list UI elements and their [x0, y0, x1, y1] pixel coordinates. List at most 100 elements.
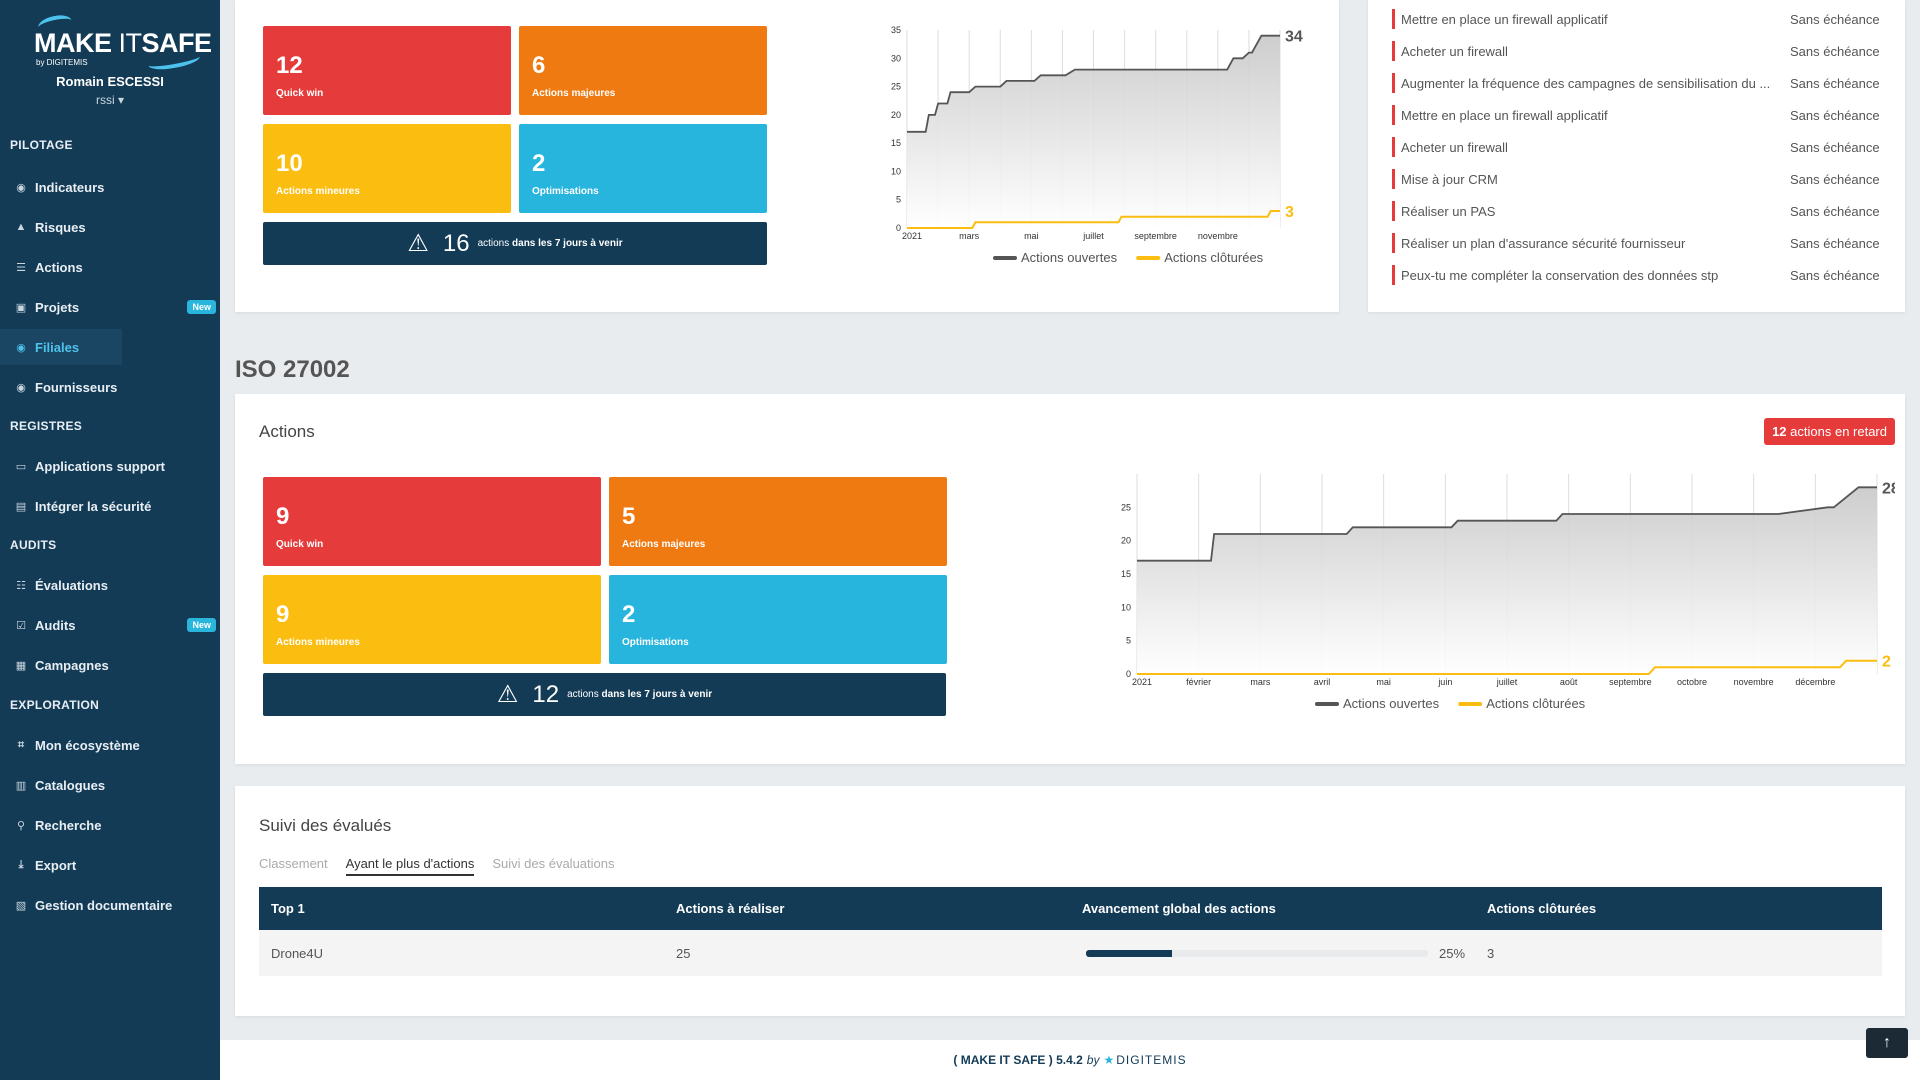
sidebar-item-integrer-la-securite[interactable]: ▤ Intégrer la sécurité [0, 488, 220, 524]
column-header-closed[interactable]: Actions clôturées [1487, 901, 1597, 916]
late-actions-badge[interactable]: 12 actions en retard [1764, 418, 1895, 445]
x-tick-label: 2021 [1132, 677, 1152, 687]
action-due: Sans échéance [1790, 171, 1880, 187]
action-text: Peux-tu me compléter la conservation des… [1401, 267, 1719, 283]
action-text: Mettre en place un firewall applicatif [1401, 107, 1608, 123]
tab-ayant-le-plus-d-actions[interactable]: Ayant le plus d'actions [345, 856, 475, 876]
sidebar-item-label: Export [35, 857, 77, 873]
star-icon: ★ [1103, 1053, 1115, 1067]
footer-by: by [1086, 1053, 1100, 1067]
tile-value: 12 [276, 52, 303, 79]
tile-value: 10 [276, 150, 303, 177]
sidebar-item-label: Mon écosystème [35, 737, 140, 753]
sidebar-item-actions[interactable]: ☰ Actions [0, 249, 220, 285]
list-item[interactable]: Mise à jour CRM Sans échéance [1392, 167, 1882, 191]
y-tick-label: 35 [891, 25, 901, 35]
tile-optimisations[interactable]: 2 Optimisations [609, 575, 947, 664]
tile-actions-mineures[interactable]: 10 Actions mineures [263, 124, 511, 213]
tile-label: Quick win [276, 539, 324, 550]
tab-classement[interactable]: Classement [259, 856, 328, 871]
sidebar-item-gestion-documentaire[interactable]: ▧ Gestion documentaire [0, 887, 220, 923]
sidebar-item-evaluations[interactable]: ☷ Évaluations [0, 567, 220, 603]
tile-actions-majeures[interactable]: 5 Actions majeures [609, 477, 947, 566]
y-tick-label: 20 [1121, 536, 1131, 546]
series-end-label: 2 [1882, 654, 1891, 671]
sidebar-item-indicateurs[interactable]: ◉ Indicateurs [0, 169, 220, 205]
sidebar-item-catalogues[interactable]: ▥ Catalogues [0, 767, 220, 803]
list-check-icon: ☷ [16, 579, 26, 592]
x-tick-label: 2021 [902, 231, 922, 241]
user-name: Romain ESCESSI [56, 74, 164, 89]
legend-label-actions-cloturees[interactable]: Actions clôturées [1164, 250, 1263, 265]
legend-label-actions-ouvertes[interactable]: Actions ouvertes [1021, 250, 1118, 265]
table-row[interactable]: Drone4U 25 25% 3 [259, 930, 1882, 976]
tile-label: Actions mineures [276, 186, 360, 197]
list-item[interactable]: Augmenter la fréquence des campagnes de … [1392, 71, 1882, 95]
sidebar-item-recherche[interactable]: ⚲ Recherche [0, 807, 220, 843]
y-tick-label: 0 [1126, 669, 1131, 679]
column-header-top[interactable]: Top 1 [271, 901, 305, 916]
action-text: Réaliser un PAS [1401, 203, 1496, 219]
progress-fill [1086, 950, 1172, 957]
warning-icon: ⚠ [407, 230, 429, 257]
sidebar-item-export[interactable]: ⤓ Export [0, 847, 220, 883]
legend-label-actions-ouvertes[interactable]: Actions ouvertes [1343, 696, 1440, 711]
tab-suivi-des-evaluations[interactable]: Suivi des évaluations [492, 856, 615, 871]
series-line-actions-cloturees [1137, 659, 1877, 675]
x-tick-label: mars [1250, 677, 1270, 687]
tile-quick-win[interactable]: 9 Quick win [263, 477, 601, 566]
tile-label: Optimisations [532, 186, 599, 197]
tile-optimisations[interactable]: 2 Optimisations [519, 124, 767, 213]
y-tick-label: 10 [1121, 602, 1131, 612]
tile-value: 9 [276, 601, 290, 628]
scroll-top-button[interactable]: ↑ [1866, 1028, 1908, 1058]
sidebar-item-mon-ecosysteme[interactable]: ⌗ Mon écosystème [0, 727, 220, 763]
column-header-progress[interactable]: Avancement global des actions [1082, 901, 1276, 916]
legend-label-actions-cloturees[interactable]: Actions clôturées [1486, 696, 1585, 711]
list-item[interactable]: Mettre en place un firewall applicatif Sa… [1392, 7, 1882, 31]
list-item[interactable]: Acheter un firewall Sans échéance [1392, 39, 1882, 63]
tile-quick-win[interactable]: 12 Quick win [263, 26, 511, 115]
nav-section-pilotage: PILOTAGE [10, 138, 73, 152]
list-item[interactable]: Mettre en place un firewall applicatif Sa… [1392, 103, 1882, 127]
sidebar-item-applications-support[interactable]: ▭ Applications support [0, 448, 220, 484]
series-line-actions-ouvertes [907, 34, 1280, 133]
sidebar-item-label: Campagnes [35, 657, 109, 673]
shield-icon: ▤ [15, 500, 27, 513]
column-header-todo[interactable]: Actions à réaliser [676, 901, 785, 916]
iso-upcoming-actions-alert[interactable]: ⚠ 12 actions dans les 7 jours à venir [263, 673, 946, 716]
sidebar-item-fournisseurs[interactable]: ◉ Fournisseurs [0, 369, 220, 405]
legend-swatch [1458, 702, 1483, 706]
sidebar-item-label: Intégrer la sécurité [35, 498, 152, 514]
caret-down-icon: ▾ [117, 93, 125, 107]
x-tick-label: mars [959, 231, 979, 241]
list-item[interactable]: Réaliser un PAS Sans échéance [1392, 199, 1882, 223]
sidebar-item-label: Audits [35, 617, 76, 633]
list-item[interactable]: Peux-tu me compléter la conservation des… [1392, 263, 1882, 287]
tile-actions-mineures[interactable]: 9 Actions mineures [263, 575, 601, 664]
sidebar-item-campagnes[interactable]: ▦ Campagnes [0, 647, 220, 683]
make-it-safe-logo[interactable]: MAKE ITSAFE by DIGITEMIS [28, 12, 212, 73]
sidebar-item-risques[interactable]: ▲ Risques [0, 209, 220, 245]
row-todo: 25 [676, 945, 691, 961]
footer-brand: ( MAKE IT SAFE ) [953, 1053, 1053, 1067]
list-item[interactable]: Réaliser un plan d'assurance sécurité fo… [1392, 231, 1882, 255]
monitor-icon: ▭ [15, 460, 27, 473]
user-role-dropdown[interactable]: rssi ▾ [95, 93, 125, 107]
arrow-up-icon: ↑ [1883, 1034, 1891, 1051]
action-text: Acheter un firewall [1401, 43, 1508, 59]
nav-section-exploration: EXPLORATION [10, 698, 100, 712]
document-icon: ▧ [15, 899, 27, 912]
action-due: Sans échéance [1790, 203, 1880, 219]
upcoming-actions-alert[interactable]: ⚠ 16 actions dans les 7 jours à venir [263, 222, 767, 265]
list-item[interactable]: Acheter un firewall Sans échéance [1392, 135, 1882, 159]
action-text: Mise à jour CRM [1401, 171, 1498, 187]
upcoming-text: actions dans les 7 jours à venir [477, 238, 623, 249]
sidebar-item-filiales[interactable]: ◉ Filiales [0, 329, 122, 365]
tile-label: Actions majeures [532, 88, 616, 99]
tile-actions-majeures[interactable]: 6 Actions majeures [519, 26, 767, 115]
sidebar-item-audits[interactable]: ☑ Audits New [0, 607, 220, 643]
action-due: Sans échéance [1790, 11, 1880, 27]
iso-upcoming-count: 12 [532, 680, 560, 708]
sidebar-item-projets[interactable]: ▣ Projets New [0, 289, 220, 325]
